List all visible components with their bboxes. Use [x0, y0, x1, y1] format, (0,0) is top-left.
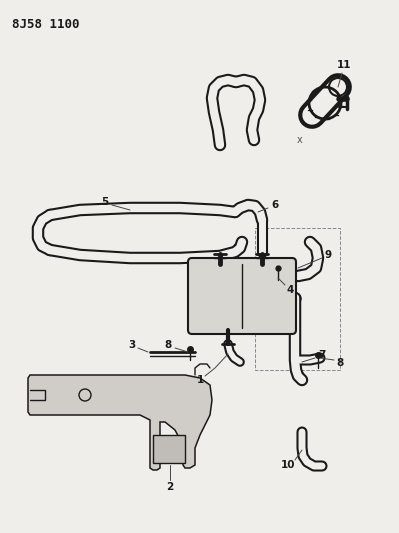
Text: 7: 7: [318, 350, 326, 360]
Text: 1: 1: [196, 375, 203, 385]
Bar: [153, 435, 185, 463]
Text: 5: 5: [101, 197, 109, 207]
Text: 4: 4: [286, 285, 294, 295]
Text: 10: 10: [281, 460, 295, 470]
Text: 11: 11: [337, 60, 351, 70]
Text: x: x: [297, 135, 303, 145]
Text: 3: 3: [128, 340, 136, 350]
Text: 8: 8: [336, 358, 344, 368]
Text: 8J58 1100: 8J58 1100: [12, 18, 79, 31]
Text: 6: 6: [271, 200, 279, 210]
FancyBboxPatch shape: [188, 258, 296, 334]
Text: 2: 2: [166, 482, 174, 492]
Text: 9: 9: [324, 250, 332, 260]
Text: 8: 8: [164, 340, 172, 350]
Polygon shape: [28, 375, 212, 470]
